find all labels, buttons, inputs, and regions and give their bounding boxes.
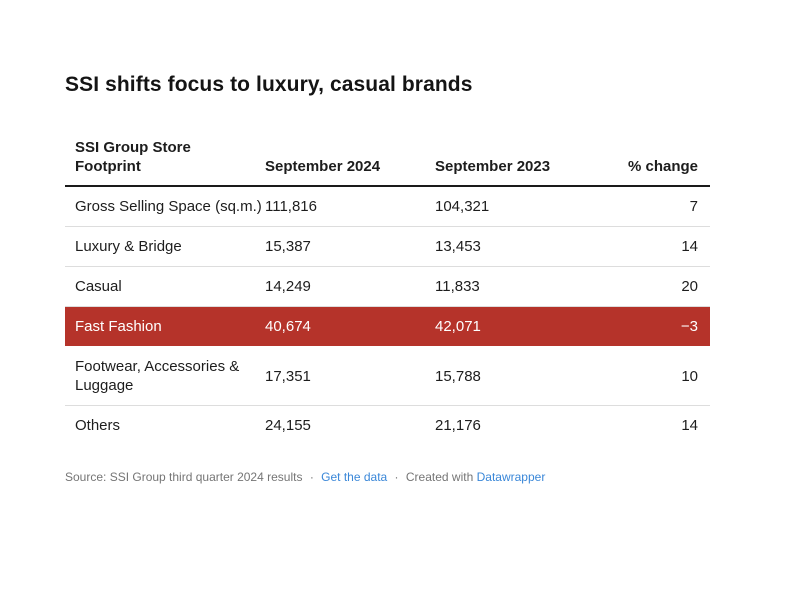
table-row: Luxury & Bridge 15,387 13,453 14 — [65, 227, 710, 267]
source-text: Source: SSI Group third quarter 2024 res… — [65, 470, 303, 484]
row-value-percent-change: 14 — [681, 238, 698, 255]
table-row: Footwear, Accessories & Luggage 17,351 1… — [65, 347, 710, 406]
data-table: SSI Group Store Footprint September 2024… — [65, 128, 710, 445]
row-value-september-2023: 15,788 — [435, 367, 481, 385]
header-col-footprint: SSI Group Store Footprint — [75, 138, 265, 176]
row-value-september-2023: 104,321 — [435, 198, 490, 215]
row-value-september-2023: 21,176 — [435, 417, 481, 434]
row-value-september-2023: 11,833 — [435, 278, 480, 295]
footer: Source: SSI Group third quarter 2024 res… — [65, 469, 710, 485]
table-row: Casual 14,249 11,833 20 — [65, 267, 710, 307]
table-row: Gross Selling Space (sq.m.) 111,816 104,… — [65, 187, 710, 227]
footer-separator-dot: · — [309, 470, 314, 484]
row-label: Fast Fashion — [75, 318, 162, 335]
row-value-percent-change: 10 — [681, 367, 698, 385]
row-value-september-2024: 111,816 — [265, 198, 317, 215]
row-value-september-2024: 24,155 — [265, 417, 311, 434]
row-label: Footwear, Accessories & Luggage — [75, 358, 240, 394]
row-value-percent-change: 20 — [681, 278, 698, 295]
table-body: Gross Selling Space (sq.m.) 111,816 104,… — [65, 187, 710, 445]
header-col-september-2024: September 2024 — [265, 158, 381, 175]
header-col-footprint-label: SSI Group Store Footprint — [75, 139, 191, 175]
row-label: Casual — [75, 278, 122, 295]
header-col-percent-change: % change — [627, 158, 698, 175]
created-with-text: Created with — [405, 470, 474, 484]
row-value-september-2023: 13,453 — [435, 238, 481, 255]
row-value-percent-change: 7 — [689, 198, 698, 215]
table-row: Others 24,155 21,176 14 — [65, 406, 710, 445]
table-row: Fast Fashion 40,674 42,071 −3 — [65, 307, 710, 347]
row-label: Gross Selling Space (sq.m.) — [75, 198, 262, 215]
row-value-september-2024: 15,387 — [265, 238, 311, 255]
row-value-september-2024: 17,351 — [265, 367, 311, 385]
row-label: Luxury & Bridge — [75, 238, 182, 255]
chart-title: SSI shifts focus to luxury, casual brand… — [65, 73, 473, 96]
datawrapper-link[interactable]: Datawrapper — [476, 470, 546, 484]
row-value-september-2023: 42,071 — [435, 318, 481, 335]
row-label: Others — [75, 417, 121, 434]
footer-separator-dot: · — [394, 470, 399, 484]
chart-container: SSI shifts focus to luxury, casual brand… — [65, 72, 710, 485]
row-value-percent-change: 14 — [681, 417, 698, 434]
row-value-september-2024: 14,249 — [265, 278, 311, 295]
header-col-september-2023: September 2023 — [435, 158, 551, 175]
table-header-row: SSI Group Store Footprint September 2024… — [65, 128, 710, 187]
get-the-data-link[interactable]: Get the data — [321, 470, 388, 484]
row-value-percent-change: −3 — [680, 318, 698, 335]
row-value-september-2024: 40,674 — [265, 318, 311, 335]
